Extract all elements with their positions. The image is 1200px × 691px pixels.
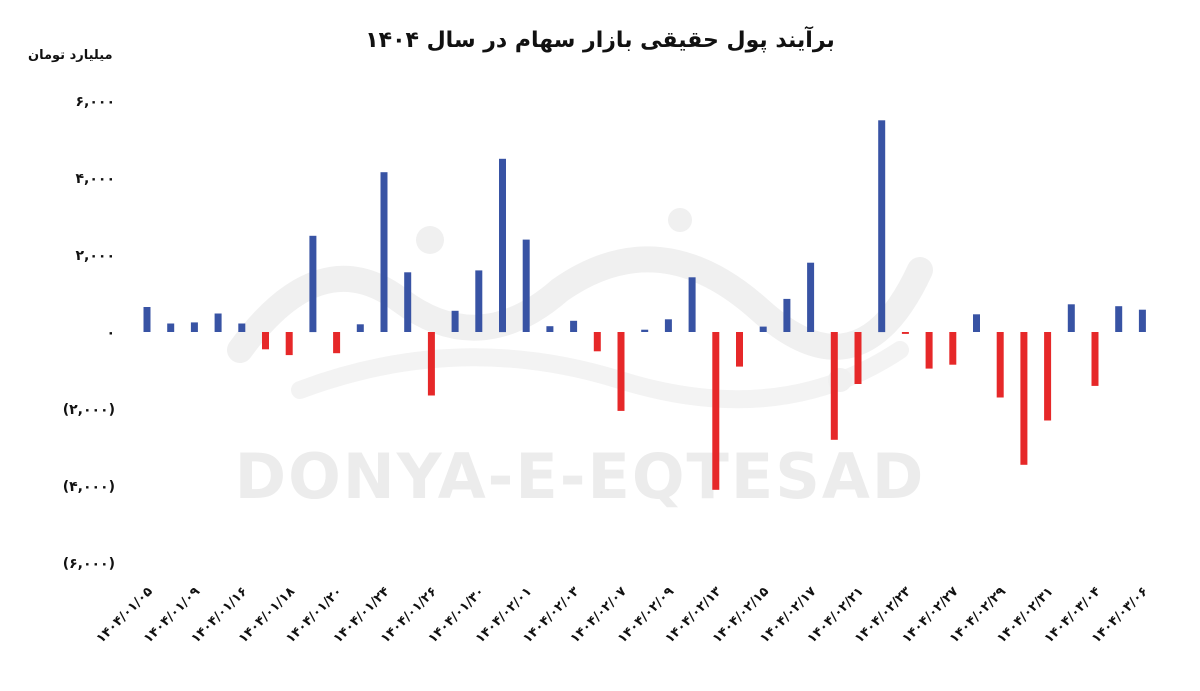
bar-1404-02-08 <box>641 329 649 332</box>
x-axis-ticks: ۱۴۰۴/۰۱/۰۵۱۴۰۴/۰۱/۰۹۱۴۰۴/۰۱/۱۶۱۴۰۴/۰۱/۱۸… <box>94 584 1152 646</box>
y-tick-label: ۰ <box>106 325 115 341</box>
bar-1404-01-30 <box>475 270 483 332</box>
bar-1404-02-29 <box>996 332 1004 398</box>
bar-1404-01-18 <box>285 332 293 356</box>
bar-1404-01-25 <box>404 272 412 332</box>
chart-title: برآیند پول حقیقی بازار سهام در سال ۱۴۰۴ <box>365 28 835 53</box>
bar-1404-02-30 <box>1020 332 1028 465</box>
y-tick-label: ۲,۰۰۰ <box>76 248 116 264</box>
y-tick-label: (۶,۰۰۰) <box>63 556 115 572</box>
bar-1404-01-06 <box>167 323 175 332</box>
bar-1404-01-31 <box>499 158 506 333</box>
bar-1404-01-24 <box>380 172 388 332</box>
bars <box>143 120 1146 490</box>
bar-1404-02-01 <box>522 239 530 332</box>
bar-1404-02-21 <box>854 332 862 384</box>
bar-1404-01-27 <box>451 310 459 332</box>
bar-1404-01-17 <box>262 332 269 350</box>
bar-1404-02-13 <box>712 332 720 490</box>
bar-1404-03-04 <box>1091 332 1099 386</box>
bar-1404-02-15 <box>759 326 767 332</box>
bar-1404-01-10 <box>214 313 222 332</box>
y-axis-ticks: ۶,۰۰۰ ۴,۰۰۰ ۲,۰۰۰ ۰ (۲,۰۰۰) (۴,۰۰۰) (۶,۰۰۰) <box>63 94 115 572</box>
bar-1404-03-05 <box>1115 306 1123 332</box>
bar-1404-03-03 <box>1067 304 1075 332</box>
bar-1404-02-02 <box>546 326 554 332</box>
bar-1404-02-22 <box>878 120 886 333</box>
bar-1404-02-06 <box>593 332 601 352</box>
y-tick-label: ۶,۰۰۰ <box>76 94 116 110</box>
bar-1404-02-17 <box>807 262 815 332</box>
bar-1404-02-07 <box>617 332 625 411</box>
bar-1404-02-27 <box>949 332 957 365</box>
y-tick-label: (۲,۰۰۰) <box>63 402 115 418</box>
bar-1404-02-16 <box>783 298 791 332</box>
bar-1404-01-19 <box>309 235 317 333</box>
bar-1404-01-09 <box>190 322 198 332</box>
bar-1404-02-14 <box>736 332 743 367</box>
bar-1404-01-23 <box>356 324 364 332</box>
bar-1404-03-06 <box>1138 309 1146 332</box>
bar-1404-02-10 <box>688 277 696 332</box>
bar-1404-02-23 <box>901 332 909 334</box>
bar-1404-01-26 <box>427 332 435 396</box>
bar-1404-02-28 <box>973 314 980 332</box>
y-tick-label: ۴,۰۰۰ <box>76 171 116 187</box>
bar-1404-02-31 <box>1044 332 1052 421</box>
bar-1404-02-20 <box>830 332 838 440</box>
bar-1404-02-03 <box>570 320 578 332</box>
bar-1404-02-24 <box>925 332 933 369</box>
bar-1404-01-20 <box>333 332 341 354</box>
bar-1404-01-16 <box>238 323 246 332</box>
y-axis-unit-label: میلیارد تومان <box>28 48 113 63</box>
watermark-text: DONYA-E-EQTESAD <box>234 440 926 513</box>
bar-1404-02-09 <box>664 319 672 332</box>
y-tick-label: (۴,۰۰۰) <box>63 479 115 495</box>
bar-1404-01-05 <box>143 307 151 332</box>
